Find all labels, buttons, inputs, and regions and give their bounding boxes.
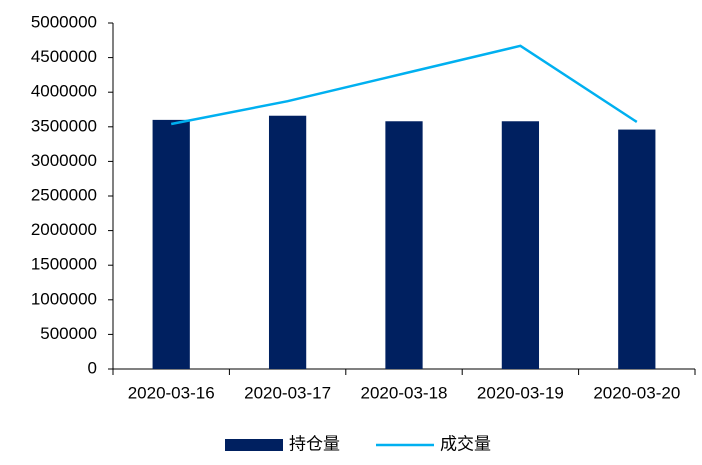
bar bbox=[152, 119, 190, 369]
x-tick-label: 2020-03-17 bbox=[244, 383, 331, 402]
y-tick-label: 1500000 bbox=[31, 255, 97, 274]
y-tick-label: 1000000 bbox=[31, 289, 97, 308]
line bbox=[170, 44, 638, 126]
legend-swatch bbox=[225, 439, 283, 451]
bar bbox=[501, 121, 540, 369]
bar bbox=[268, 115, 307, 369]
y-tick-label: 4500000 bbox=[31, 47, 97, 66]
legend-label: 成交量 bbox=[440, 434, 491, 453]
x-tick-label: 2020-03-20 bbox=[593, 383, 680, 402]
y-tick-label: 500000 bbox=[40, 324, 97, 343]
bar bbox=[618, 129, 656, 369]
y-tick-label: 4000000 bbox=[31, 82, 97, 101]
bar bbox=[385, 121, 423, 369]
y-tick-label: 0 bbox=[88, 358, 97, 377]
y-tick-label: 2500000 bbox=[31, 185, 97, 204]
y-tick-label: 5000000 bbox=[31, 12, 97, 31]
x-tick-label: 2020-03-18 bbox=[361, 383, 448, 402]
y-tick-label: 3500000 bbox=[31, 116, 97, 135]
legend-label: 持仓量 bbox=[289, 434, 340, 453]
y-tick-label: 3000000 bbox=[31, 151, 97, 170]
x-tick-label: 2020-03-19 bbox=[477, 383, 564, 402]
x-tick-label: 2020-03-16 bbox=[128, 383, 215, 402]
y-tick-label: 2000000 bbox=[31, 220, 97, 239]
